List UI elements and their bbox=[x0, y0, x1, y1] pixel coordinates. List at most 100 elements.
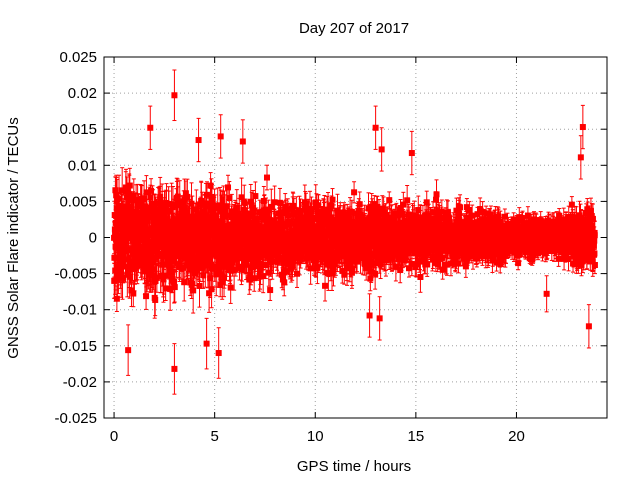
data-point bbox=[252, 193, 259, 200]
data-point bbox=[294, 215, 301, 222]
data-point bbox=[214, 205, 221, 212]
data-point bbox=[176, 264, 183, 271]
data-point bbox=[190, 261, 197, 268]
data-point bbox=[152, 278, 159, 285]
data-point bbox=[132, 264, 139, 271]
data-point bbox=[182, 190, 189, 197]
data-point bbox=[246, 276, 253, 283]
data-point bbox=[260, 273, 267, 280]
data-point bbox=[267, 287, 274, 294]
data-point bbox=[208, 286, 215, 293]
data-point bbox=[247, 212, 254, 219]
data-point bbox=[196, 232, 203, 239]
data-point bbox=[193, 206, 200, 213]
data-point bbox=[126, 182, 133, 189]
data-point bbox=[164, 227, 171, 234]
data-point bbox=[133, 197, 140, 204]
data-point bbox=[246, 226, 253, 233]
data-point bbox=[181, 279, 188, 286]
data-point bbox=[190, 287, 197, 294]
data-point bbox=[222, 212, 229, 219]
data-point bbox=[276, 199, 283, 206]
data-point bbox=[123, 184, 130, 191]
data-point bbox=[205, 258, 212, 265]
data-point bbox=[117, 267, 124, 274]
data-point bbox=[205, 214, 212, 221]
data-point bbox=[162, 285, 169, 292]
data-point bbox=[257, 263, 264, 270]
data-point bbox=[243, 261, 250, 268]
data-point bbox=[113, 192, 120, 199]
data-point bbox=[288, 265, 295, 272]
data-point bbox=[285, 212, 292, 219]
data-point bbox=[267, 217, 274, 224]
data-point bbox=[211, 202, 218, 209]
data-point bbox=[228, 208, 235, 215]
data-point bbox=[188, 200, 195, 207]
data-point bbox=[225, 184, 232, 191]
data-point bbox=[149, 266, 156, 273]
data-point bbox=[128, 287, 135, 294]
data-point bbox=[142, 203, 149, 210]
data-point bbox=[250, 208, 257, 215]
data-point bbox=[115, 206, 122, 213]
data-point bbox=[263, 174, 270, 181]
data-point bbox=[251, 275, 258, 282]
data-point bbox=[294, 270, 301, 277]
data-point bbox=[111, 254, 118, 261]
data-point bbox=[126, 273, 133, 280]
data-point bbox=[122, 263, 129, 270]
data-point bbox=[112, 267, 119, 274]
data-point bbox=[143, 189, 150, 196]
data-point bbox=[289, 257, 296, 264]
data-point bbox=[203, 191, 210, 198]
data-point bbox=[310, 214, 317, 221]
data-point bbox=[119, 187, 126, 194]
data-point bbox=[208, 261, 215, 268]
data-point bbox=[142, 223, 149, 230]
data-point bbox=[150, 259, 157, 266]
data-point bbox=[207, 202, 214, 209]
data-point bbox=[148, 187, 155, 194]
data-point bbox=[144, 217, 151, 224]
data-point bbox=[130, 228, 137, 235]
data-point bbox=[290, 203, 297, 210]
data-point bbox=[200, 272, 207, 279]
data-point bbox=[159, 243, 166, 250]
data-point bbox=[153, 274, 160, 281]
data-point bbox=[196, 265, 203, 272]
data-point bbox=[206, 290, 213, 297]
data-point bbox=[112, 187, 119, 194]
data-point bbox=[281, 279, 288, 286]
data-point bbox=[140, 246, 147, 253]
data-point bbox=[247, 198, 254, 205]
data-point bbox=[314, 264, 321, 271]
data-point bbox=[170, 218, 177, 225]
data-point bbox=[233, 204, 240, 211]
data-point bbox=[130, 192, 137, 199]
data-point bbox=[159, 211, 166, 218]
data-point bbox=[306, 252, 313, 259]
data-point bbox=[223, 203, 230, 210]
data-point bbox=[196, 282, 203, 289]
data-point bbox=[241, 199, 248, 206]
chart-title: Day 207 of 2017 bbox=[299, 20, 409, 37]
data-point bbox=[149, 200, 156, 207]
data-point bbox=[238, 194, 245, 201]
data-point bbox=[217, 271, 224, 278]
data-point bbox=[167, 285, 174, 292]
data-point bbox=[152, 296, 159, 303]
data-point bbox=[171, 284, 178, 291]
data-point bbox=[184, 193, 191, 200]
data-layer bbox=[111, 69, 598, 395]
data-point bbox=[302, 203, 309, 210]
data-point bbox=[143, 293, 150, 300]
data-point bbox=[171, 278, 178, 285]
data-point bbox=[125, 221, 132, 228]
data-point bbox=[159, 201, 166, 208]
data-point bbox=[227, 284, 234, 291]
data-point bbox=[130, 290, 137, 297]
data-point bbox=[208, 198, 215, 205]
data-point bbox=[268, 203, 275, 210]
